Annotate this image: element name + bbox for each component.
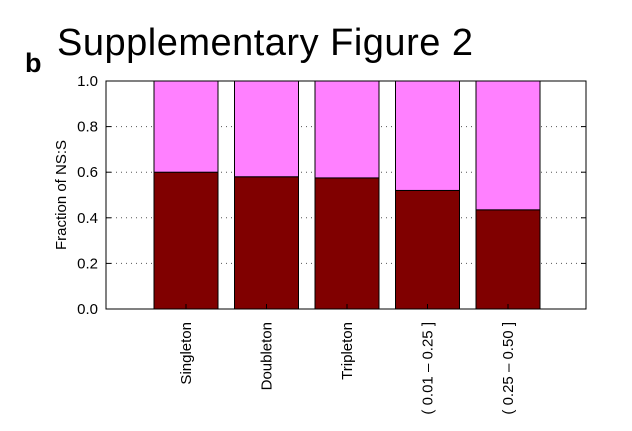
x-tick-label: Singleton bbox=[178, 322, 195, 385]
x-tick-label: Doubleton bbox=[259, 322, 276, 390]
bar-segment-ns-2 bbox=[234, 176, 299, 310]
y-axis-label: Fraction of NS:S bbox=[53, 140, 70, 250]
bar-segment-s-2 bbox=[234, 80, 299, 178]
y-tick-label: 1.0 bbox=[77, 73, 98, 90]
y-tick-label: 0.2 bbox=[77, 255, 98, 272]
bar-segment-ns-1 bbox=[153, 171, 219, 310]
panel-label: b bbox=[25, 48, 42, 78]
x-tick-label: ( 0.01 – 0.25 ] bbox=[420, 322, 437, 415]
y-tick-label: 0.4 bbox=[77, 210, 98, 227]
y-tick-label: 0.6 bbox=[77, 164, 98, 181]
bar-segment-ns-3 bbox=[314, 177, 380, 310]
bar-segment-ns-5 bbox=[475, 209, 541, 310]
bar-segment-ns-4 bbox=[395, 189, 460, 310]
bar-segment-s-4 bbox=[395, 80, 460, 191]
bar-segment-s-5 bbox=[475, 80, 541, 211]
figure-title: Supplementary Figure 2 bbox=[57, 22, 474, 64]
bars bbox=[153, 80, 541, 310]
x-tick-labels: Singleton Doubleton Tripleton ( 0.01 – 0.25… bbox=[178, 322, 517, 415]
plot-frame bbox=[105, 80, 587, 310]
y-ticks: 0.0 0.2 0.4 0.6 0.8 1.0 bbox=[77, 73, 586, 318]
bar-segment-s-1 bbox=[153, 80, 219, 173]
x-tick-label: Tripleton bbox=[339, 322, 356, 380]
bar-segment-s-3 bbox=[314, 80, 380, 179]
y-tick-label: 0.8 bbox=[77, 119, 98, 136]
y-tick-label: 0.0 bbox=[77, 301, 98, 318]
x-tick-label: ( 0.25 – 0.50 ] bbox=[500, 322, 517, 415]
